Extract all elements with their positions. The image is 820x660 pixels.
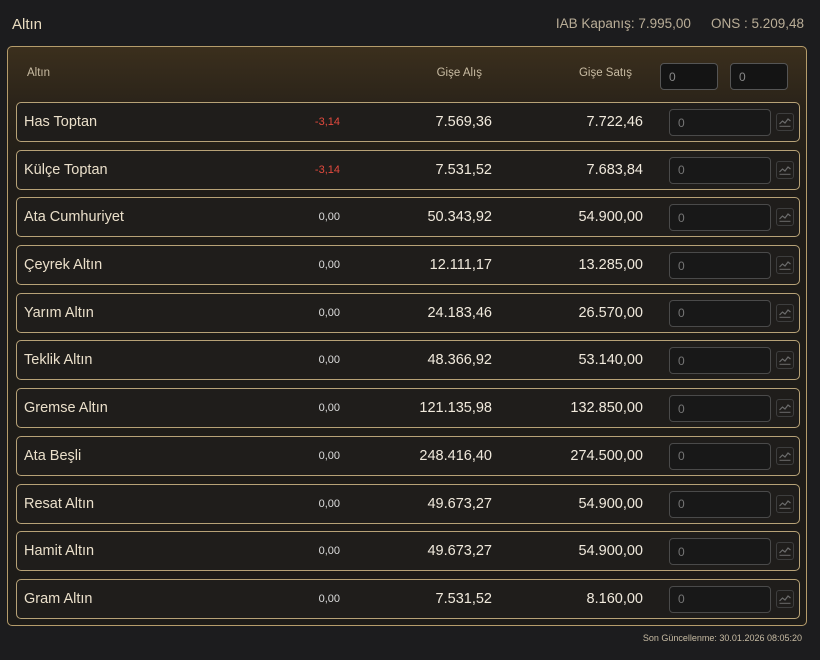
- sell-price: 54.900,00: [578, 543, 643, 560]
- header-input-2[interactable]: [730, 63, 788, 90]
- table-header: Altın Gişe Alış Gişe Satış: [8, 47, 806, 103]
- sell-price: 13.285,00: [578, 257, 643, 274]
- gold-name: Yarım Altın: [24, 304, 94, 321]
- table-row: Gremse Altın 0,00 121.135,98 132.850,00: [16, 388, 800, 429]
- iab-close-value: IAB Kapanış: 7.995,00: [555, 16, 691, 31]
- buy-price: 49.673,27: [427, 495, 492, 512]
- gold-name: Gremse Altın: [24, 400, 108, 417]
- column-header-name: Altın: [27, 67, 51, 79]
- table-row: Ata Cumhuriyet 0,00 50.343,92 54.900,00: [16, 197, 800, 238]
- gold-name: Çeyrek Altın: [24, 257, 103, 274]
- amount-input[interactable]: [669, 299, 771, 327]
- chart-icon[interactable]: [776, 399, 794, 418]
- buy-price: 7.531,52: [435, 161, 492, 178]
- chart-icon[interactable]: [776, 303, 794, 322]
- table-row: Ata Beşli 0,00 248.416,40 274.500,00: [16, 435, 800, 476]
- gold-name: Külçe Toptan: [24, 161, 108, 178]
- sell-price: 7.722,46: [586, 114, 643, 130]
- sell-price: 132.850,00: [570, 400, 643, 417]
- page-title: Altın: [12, 16, 43, 33]
- amount-input[interactable]: [669, 156, 771, 184]
- buy-price: 12.111,17: [429, 257, 492, 274]
- chart-icon[interactable]: [776, 542, 794, 561]
- chart-icon[interactable]: [776, 256, 794, 275]
- chart-icon[interactable]: [776, 113, 794, 131]
- change-value: -3,14: [314, 116, 340, 128]
- amount-input[interactable]: [669, 204, 771, 232]
- gold-name: Resat Altın: [24, 495, 95, 512]
- buy-price: 248.416,40: [419, 447, 492, 464]
- buy-price: 49.673,27: [427, 543, 492, 560]
- sell-price: 26.570,00: [578, 304, 643, 321]
- buy-price: 50.343,92: [427, 209, 492, 226]
- column-header-sell: Gişe Satış: [578, 67, 632, 79]
- table-row: Resat Altın 0,00 49.673,27 54.900,00: [16, 483, 800, 524]
- amount-input[interactable]: [669, 490, 771, 518]
- change-value: -3,14: [314, 163, 340, 176]
- change-value: 0,00: [318, 259, 340, 272]
- amount-input[interactable]: [669, 347, 771, 375]
- buy-price: 48.366,92: [427, 352, 492, 369]
- table-row: Yarım Altın 0,00 24.183,46 26.570,00: [16, 292, 800, 333]
- table-row: Külçe Toptan -3,14 7.531,52 7.683,84: [16, 149, 800, 190]
- change-value: 0,00: [318, 402, 340, 415]
- market-stats: IAB Kapanış: 7.995,00 ONS : 5.209,48: [556, 16, 804, 31]
- sell-price: 54.900,00: [578, 495, 643, 512]
- column-header-buy: Gişe Alış: [436, 67, 482, 79]
- buy-price: 7.569,36: [435, 114, 492, 130]
- top-bar: Altın IAB Kapanış: 7.995,00 ONS : 5.209,…: [0, 0, 820, 46]
- header-input-1[interactable]: [660, 63, 718, 90]
- gold-name: Ata Beşli: [24, 447, 82, 464]
- chart-icon[interactable]: [776, 446, 794, 465]
- gold-name: Ata Cumhuriyet: [24, 209, 124, 226]
- amount-input[interactable]: [669, 442, 771, 470]
- chart-icon[interactable]: [776, 589, 794, 608]
- ons-value: ONS : 5.209,48: [710, 16, 804, 31]
- amount-input[interactable]: [669, 538, 771, 566]
- price-rows: Has Toptan -3,14 7.569,36 7.722,46 Külçe Top…: [16, 102, 800, 627]
- buy-price: 7.531,52: [435, 590, 492, 607]
- gold-name: Hamit Altın: [24, 543, 95, 560]
- table-row: Çeyrek Altın 0,00 12.111,17 13.285,00: [16, 245, 800, 286]
- amount-input[interactable]: [669, 585, 771, 613]
- sell-price: 54.900,00: [578, 209, 643, 226]
- amount-input[interactable]: [669, 109, 771, 136]
- change-value: 0,00: [318, 354, 340, 367]
- sell-price: 8.160,00: [586, 590, 643, 607]
- change-value: 0,00: [318, 497, 340, 510]
- change-value: 0,00: [318, 592, 340, 605]
- gold-name: Gram Altın: [24, 590, 93, 607]
- buy-price: 24.183,46: [427, 304, 492, 321]
- chart-icon[interactable]: [776, 494, 794, 513]
- buy-price: 121.135,98: [419, 400, 492, 417]
- change-value: 0,00: [318, 211, 340, 224]
- chart-icon[interactable]: [776, 351, 794, 370]
- gold-price-panel: Altın Gişe Alış Gişe Satış Has Toptan -3,…: [7, 46, 807, 626]
- chart-icon[interactable]: [776, 208, 794, 227]
- sell-price: 53.140,00: [578, 352, 643, 369]
- gold-name: Has Toptan: [24, 114, 98, 130]
- sell-price: 7.683,84: [586, 161, 643, 178]
- sell-price: 274.500,00: [570, 447, 643, 464]
- change-value: 0,00: [318, 545, 340, 558]
- amount-input[interactable]: [669, 395, 771, 423]
- last-updated: Son Güncellenme: 30.01.2026 08:05:20: [642, 633, 802, 643]
- change-value: 0,00: [318, 306, 340, 319]
- gold-name: Teklik Altın: [24, 352, 93, 369]
- table-row: Gram Altın 0,00 7.531,52 8.160,00: [16, 578, 800, 619]
- table-row: Has Toptan -3,14 7.569,36 7.722,46: [16, 102, 800, 142]
- chart-icon[interactable]: [776, 160, 794, 179]
- table-row: Hamit Altın 0,00 49.673,27 54.900,00: [16, 531, 800, 572]
- change-value: 0,00: [318, 449, 340, 462]
- table-row: Teklik Altın 0,00 48.366,92 53.140,00: [16, 340, 800, 381]
- amount-input[interactable]: [669, 252, 771, 280]
